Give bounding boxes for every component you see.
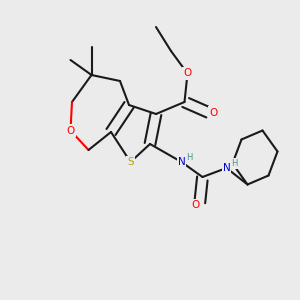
Text: N: N (223, 163, 230, 173)
Text: H: H (231, 159, 237, 168)
Text: H: H (186, 153, 192, 162)
Text: N: N (178, 157, 185, 167)
Text: O: O (209, 107, 217, 118)
Text: O: O (183, 68, 192, 79)
Text: O: O (66, 125, 75, 136)
Text: O: O (191, 200, 199, 211)
Text: S: S (127, 157, 134, 167)
